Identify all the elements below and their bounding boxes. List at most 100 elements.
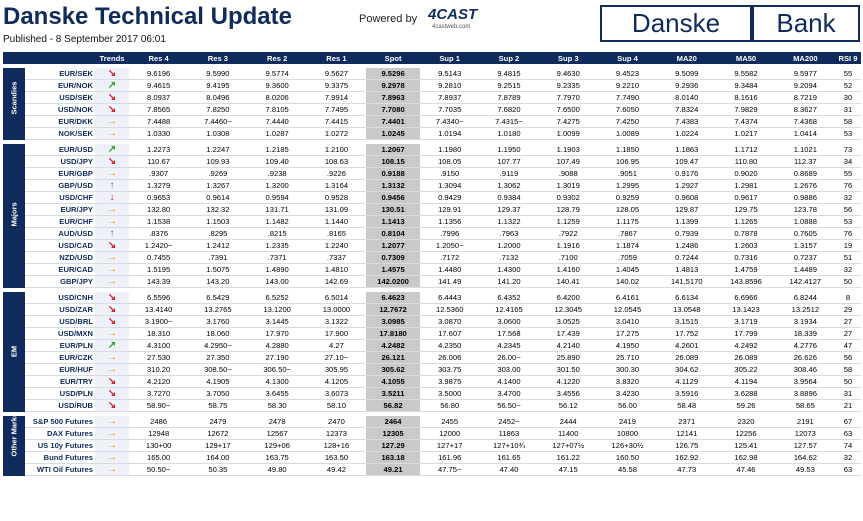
value-cell: 127+17 [420,439,480,452]
value-cell: 2478 [247,416,307,428]
value-cell: 7.4440 [247,115,307,128]
value-cell: 142.4127 [775,275,835,288]
value-cell: 141.5170 [657,275,717,288]
value-cell: 6.4352 [479,292,539,304]
value-cell: 9.4630 [538,68,598,80]
value-cell: 17.439 [538,327,598,340]
trend: ↘ [95,303,129,316]
value-cell: 1.1916 [538,239,598,252]
value-cell: .7100 [538,251,598,264]
value-cell: 56.82 [366,399,421,412]
value-cell: 6.6966 [716,292,776,304]
value-cell: 17.799 [716,327,776,340]
value-cell: 1.1175 [597,215,658,228]
value-cell: 310.20 [129,363,189,376]
logo-bank: Bank [752,5,860,42]
value-cell: 3.1322 [306,315,367,328]
value-cell: 12567 [247,427,307,440]
value-cell: 164.62 [775,451,835,464]
value-cell: 1.4810 [306,263,367,276]
trend: ↘ [95,387,129,400]
value-cell: .7391 [188,251,248,264]
value-cell: 7.4415 [306,115,367,128]
trend: ↘ [95,375,129,388]
value-cell: 129.75 [716,203,776,216]
value-cell: 56 [835,203,861,216]
value-cell: 1.1259 [538,215,598,228]
value-cell: 0.9528 [306,191,367,204]
value-cell: 12.5360 [420,303,480,316]
value-cell: 2486 [129,416,189,428]
value-cell: 9.2335 [538,79,598,92]
row: Scandies EUR/SEK ↘ 9.6196 9.5990 9.5774 9.5627… [3,68,861,140]
instrument: USD/MXN [25,327,95,340]
value-cell: 126+30½ [597,439,658,452]
value-cell: 13.4140 [129,303,189,316]
value-cell: 6.4623 [366,292,421,304]
value-cell: 2419 [597,416,658,428]
value-cell: .7371 [247,251,307,264]
value-cell: 27.10~ [306,351,367,364]
value-cell: 3.1934 [775,315,835,328]
value-cell: 1.2412 [188,239,248,252]
value-cell: 7.4340~ [420,115,480,128]
value-cell: 4.2350 [420,339,480,352]
trend: → [95,416,129,428]
value-cell: 3.6455 [247,387,307,400]
value-cell: 7.4275 [538,115,598,128]
trend: → [95,451,129,464]
instrument: EUR/CHF [25,215,95,228]
value-cell: 3.7050 [188,387,248,400]
row: USD/CHF ↓ 0.9653 0.9614 0.9594 0.9528 0.9456 0.… [3,191,861,204]
value-cell: 55 [835,167,861,180]
value-cell: 6.6134 [657,292,717,304]
value-cell: 45.58 [597,463,658,476]
header-cell: Res 4 [129,52,189,64]
value-cell: 30 [835,91,861,104]
row: USD/CAD ↘ 1.2420~ 1.2412 1.2335 1.2240 1.2077 1… [3,239,861,252]
header-cell: Res 2 [247,52,307,64]
value-cell: 127+10¾ [479,439,539,452]
value-cell: 55 [835,68,861,80]
value-cell: 56.00 [597,399,658,412]
value-cell: 53 [835,127,861,140]
value-cell: 11863 [479,427,539,440]
value-cell: 1.3062 [479,179,539,192]
value-cell: 1.0089 [597,127,658,140]
value-cell: 26.006 [420,351,480,364]
value-cell: 0.8104 [366,227,421,240]
value-cell: 4.1905 [188,375,248,388]
value-cell: 50.35 [188,463,248,476]
value-cell: 12073 [775,427,835,440]
value-cell: 1.1538 [129,215,189,228]
value-cell: 3.8896 [775,387,835,400]
value-cell: 2191 [775,416,835,428]
value-cell: 1.0224 [657,127,717,140]
value-cell: 163.75 [247,451,307,464]
value-cell: 1.2486 [657,239,717,252]
value-cell: 1.2603 [716,239,776,252]
value-cell: 8.0496 [188,91,248,104]
value-cell: 1.1903 [538,144,598,156]
value-cell: 1.2185 [247,144,307,156]
value-cell: 108.63 [306,155,367,168]
value-cell: 7.6050 [597,103,658,116]
value-cell: 9.2810 [420,79,480,92]
row: USD/PLN ↘ 3.7270 3.7050 3.6455 3.6073 3.5211 3.… [3,387,861,400]
value-cell: 9.2094 [775,79,835,92]
group-name: Scandies [9,81,19,115]
row: USD/BRL ↘ 3.1900~ 3.1760 3.1445 3.1322 3.0985 3… [3,315,861,328]
value-cell: 1.1980 [420,144,480,156]
value-cell: 26.089 [716,351,776,364]
value-cell: 17.8180 [366,327,421,340]
value-cell: .9226 [306,167,367,180]
value-cell: 1.2067 [366,144,421,156]
value-cell: 74 [835,439,861,452]
value-cell: 107.77 [479,155,539,168]
value-cell: 0.9617 [716,191,776,204]
value-cell: 1.3157 [775,239,835,252]
value-cell: 9.5990 [188,68,248,80]
value-cell: 67 [835,416,861,428]
value-cell: 63 [835,463,861,476]
value-cell: 1.2981 [716,179,776,192]
